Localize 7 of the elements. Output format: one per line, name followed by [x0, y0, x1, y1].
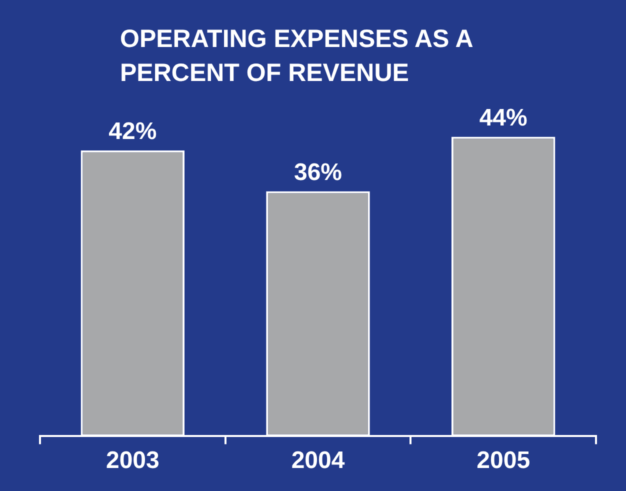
x-tick-label: 2004: [291, 447, 346, 474]
chart-title: OPERATING EXPENSES AS A PERCENT OF REVENUE: [120, 24, 474, 89]
data-label: 42%: [108, 118, 157, 146]
x-tick-label: 2005: [476, 447, 530, 474]
x-tick-label: 2003: [106, 447, 160, 474]
data-label: 36%: [294, 158, 342, 186]
data-label: 44%: [479, 104, 528, 132]
